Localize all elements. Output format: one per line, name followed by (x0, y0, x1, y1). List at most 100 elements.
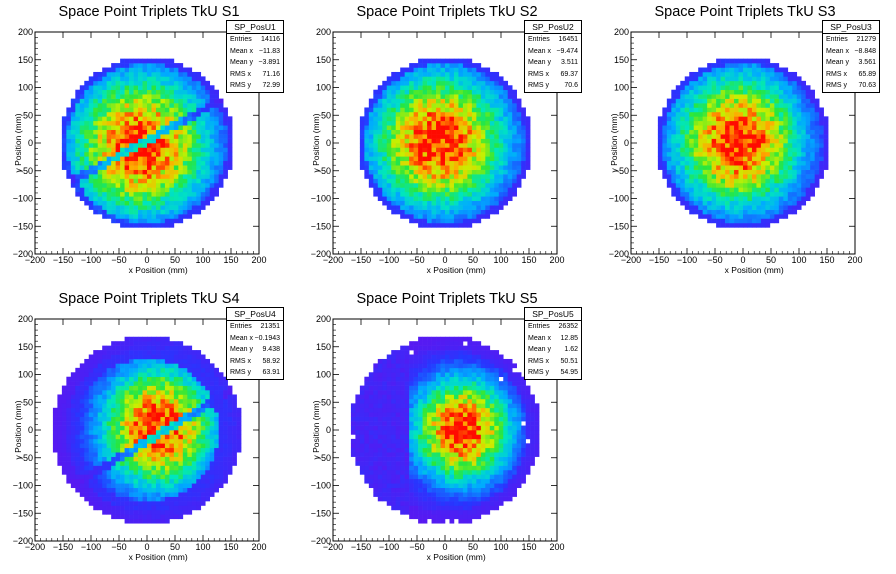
heatmap-bin (182, 474, 188, 480)
heatmap-bin (805, 191, 811, 197)
heatmap-bin (445, 178, 450, 184)
heatmap-bin (66, 438, 72, 444)
heatmap-bin (400, 103, 405, 108)
heatmap-bin (133, 187, 139, 193)
heatmap-bin (391, 165, 397, 170)
heatmap-bin (810, 160, 815, 166)
heatmap-bin (120, 107, 125, 113)
heatmap-bin (97, 125, 103, 130)
heatmap-bin (662, 160, 668, 166)
heatmap-bin (120, 443, 125, 449)
heatmap-bin (142, 94, 148, 99)
heatmap-bin (61, 147, 67, 153)
heatmap-bin (115, 469, 121, 475)
heatmap-bin (88, 434, 94, 440)
heatmap-bin (449, 138, 455, 144)
heatmap-bin (93, 160, 99, 166)
heatmap-bin (120, 147, 125, 153)
heatmap-bin (476, 85, 482, 91)
heatmap-bin (787, 182, 793, 188)
heatmap-bin (453, 214, 459, 219)
heatmap-bin (805, 160, 811, 166)
heatmap-bin (462, 151, 468, 157)
heatmap-bin (494, 156, 500, 162)
heatmap-bin (395, 187, 401, 193)
heatmap-bin (164, 169, 170, 175)
heatmap-bin (79, 94, 85, 99)
heatmap-bin (70, 107, 76, 113)
heatmap-bin (689, 165, 695, 170)
heatmap-bin (138, 151, 143, 157)
heatmap-bin (66, 412, 72, 417)
heatmap-bin (182, 350, 188, 355)
heatmap-bin (743, 191, 748, 197)
heatmap-bin (720, 107, 726, 113)
heatmap-bin (760, 182, 766, 188)
heatmap-bin (178, 381, 184, 386)
heatmap-bin (147, 125, 152, 130)
heatmap-bin (97, 430, 103, 435)
heatmap-bin (84, 111, 90, 117)
heatmap-bin (111, 191, 116, 197)
x-tick-label: 0 (740, 255, 745, 265)
x-axis-title: x Position (mm) (129, 265, 188, 275)
heatmap-bin (512, 147, 517, 153)
heatmap-bin (111, 134, 116, 139)
heatmap-bin (155, 434, 161, 440)
heatmap-bin (75, 372, 81, 378)
heatmap-bin (693, 116, 699, 122)
heatmap-bin (61, 452, 67, 457)
heatmap-bin (707, 71, 712, 77)
heatmap-bin (716, 160, 721, 166)
heatmap-bin (729, 191, 735, 197)
heatmap-bin (205, 134, 211, 139)
heatmap-bin (778, 196, 784, 202)
heatmap-bin (725, 76, 730, 82)
heatmap-bin (97, 381, 103, 386)
heatmap-bin (106, 200, 112, 206)
heatmap-bin (120, 129, 125, 135)
heatmap-bin (449, 134, 455, 139)
heatmap-bin (196, 103, 202, 108)
heatmap-bin (395, 138, 401, 144)
heatmap-bin (70, 372, 76, 378)
heatmap-bin (512, 129, 517, 135)
heatmap-bin (214, 165, 219, 170)
heatmap-bin (386, 120, 392, 126)
heatmap-bin (671, 169, 677, 175)
heatmap-bin (760, 222, 766, 228)
heatmap-bin (725, 80, 730, 86)
heatmap-bin (93, 129, 99, 135)
heatmap-bin (516, 182, 522, 188)
heatmap-bin (476, 76, 482, 82)
heatmap-bin (160, 434, 166, 440)
heatmap-bin (147, 98, 152, 104)
heatmap-bin (729, 94, 735, 99)
heatmap-bin (796, 138, 802, 144)
heatmap-bin (79, 425, 85, 431)
heatmap-bin (106, 67, 112, 73)
heatmap-bin (129, 478, 134, 484)
heatmap-bin (814, 134, 820, 139)
heatmap-bin (805, 134, 811, 139)
heatmap-bin (476, 63, 482, 68)
heatmap-bin (436, 120, 441, 126)
heatmap-bin (467, 63, 473, 68)
heatmap-bin (133, 205, 139, 210)
heatmap-bin (377, 111, 383, 117)
heatmap-bin (84, 169, 90, 175)
heatmap-bin (75, 434, 81, 440)
heatmap-bin (765, 98, 771, 104)
heatmap-bin (138, 358, 143, 364)
heatmap-bin (182, 120, 188, 126)
heatmap-bin (142, 214, 148, 219)
heatmap-bin (169, 156, 175, 162)
heatmap-bin (142, 403, 148, 409)
heatmap-bin (521, 134, 526, 139)
heatmap-bin (725, 182, 730, 188)
heatmap-bin (160, 372, 166, 378)
heatmap-bin (498, 200, 504, 206)
heatmap-bin (169, 456, 175, 462)
heatmap-bin (449, 160, 455, 166)
heatmap-bin (738, 134, 744, 139)
